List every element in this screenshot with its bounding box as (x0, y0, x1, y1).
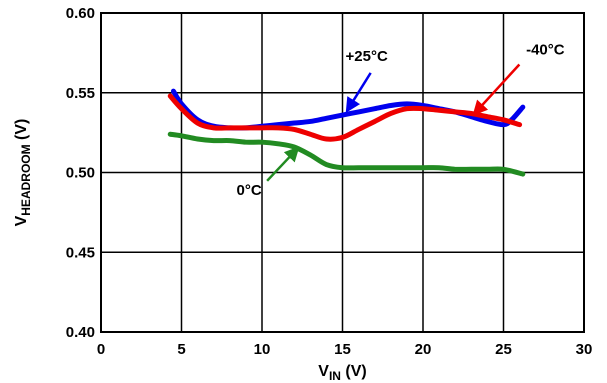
x-tick-labels: 0 5 10 15 20 25 30 (97, 341, 593, 358)
x-axis-title-suffix: (V) (341, 363, 367, 380)
x-tick-label: 25 (495, 341, 512, 358)
annotations: +25°C -40°C 0°C (237, 41, 565, 198)
x-axis-title-main: V (318, 363, 329, 380)
x-axis-title-sub: IN (329, 369, 341, 383)
y-tick-label: 0.45 (66, 244, 95, 261)
y-tick-labels: 0.40 0.45 0.50 0.55 0.60 (66, 5, 95, 341)
y-tick-label: 0.50 (66, 165, 95, 182)
series-line-zeroc (170, 134, 523, 174)
x-axis-title: VIN (V) (318, 363, 366, 383)
y-axis-title-sub: HEADROOM (19, 144, 33, 215)
x-tick-label: 0 (97, 341, 105, 358)
annotation-arrow (267, 149, 297, 181)
y-axis-title-main: V (13, 215, 30, 226)
x-tick-label: 30 (576, 341, 593, 358)
y-tick-label: 0.40 (66, 324, 95, 341)
x-tick-label: 20 (415, 341, 432, 358)
annotation-arrow (475, 64, 520, 113)
y-axis-title-suffix: (V) (13, 119, 30, 145)
annotation-label: +25°C (346, 48, 388, 65)
x-tick-label: 5 (177, 341, 185, 358)
y-tick-label: 0.55 (66, 85, 95, 102)
x-tick-label: 15 (334, 341, 351, 358)
y-tick-label: 0.60 (66, 5, 95, 22)
annotation-arrow (347, 73, 370, 110)
y-axis-title: VHEADROOM (V) (13, 119, 33, 227)
annotation-label: 0°C (237, 182, 262, 199)
series-lines (170, 91, 523, 174)
annotation-label: -40°C (526, 41, 565, 58)
x-tick-label: 10 (254, 341, 271, 358)
